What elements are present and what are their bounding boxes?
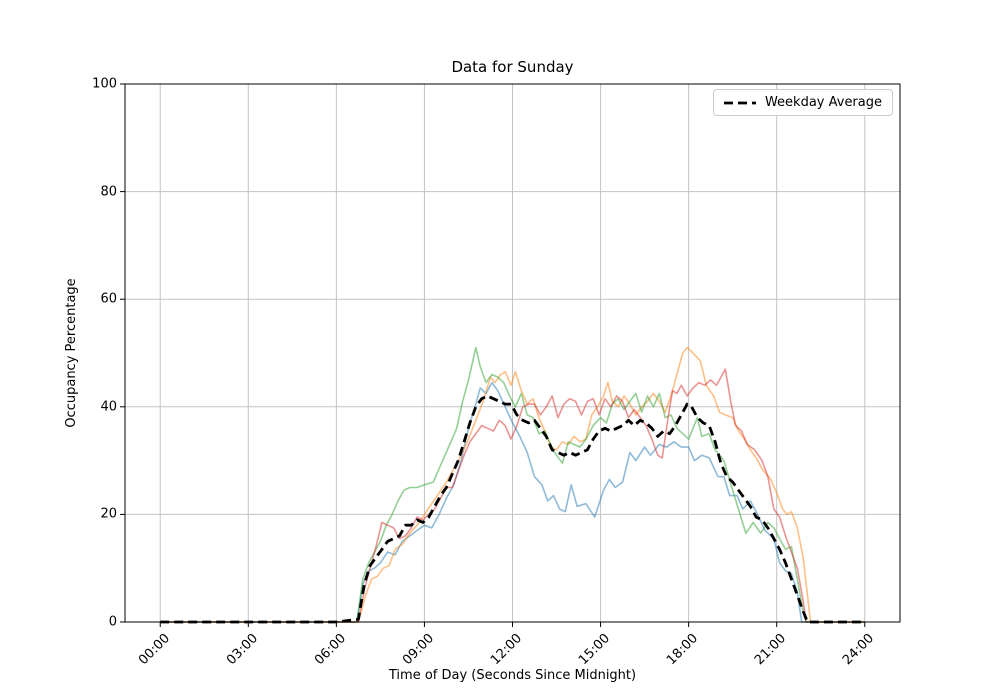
x-axis-label: Time of Day (Seconds Since Midnight) (388, 668, 637, 683)
series-line-sunday-sample-1 (160, 381, 865, 623)
series-line-Weekday Average (160, 394, 865, 624)
series-line-sunday-sample-3 (160, 346, 865, 623)
y-tick-label-100: 100 (92, 76, 117, 92)
y-tick-label-40: 40 (100, 399, 117, 415)
legend-label: Weekday Average (764, 95, 882, 110)
legend-dashed-line-sample (723, 101, 756, 104)
y-tick-label-80: 80 (100, 184, 117, 200)
y-tick-label-0: 0 (108, 614, 117, 630)
chart-title: Data for Sunday (451, 58, 574, 76)
y-tick-label-60: 60 (100, 291, 117, 307)
series-line-sunday-sample-4 (160, 368, 865, 623)
legend: Weekday Average (712, 89, 893, 116)
series-line-sunday-sample-2 (160, 346, 865, 623)
y-tick-label-20: 20 (100, 506, 117, 522)
